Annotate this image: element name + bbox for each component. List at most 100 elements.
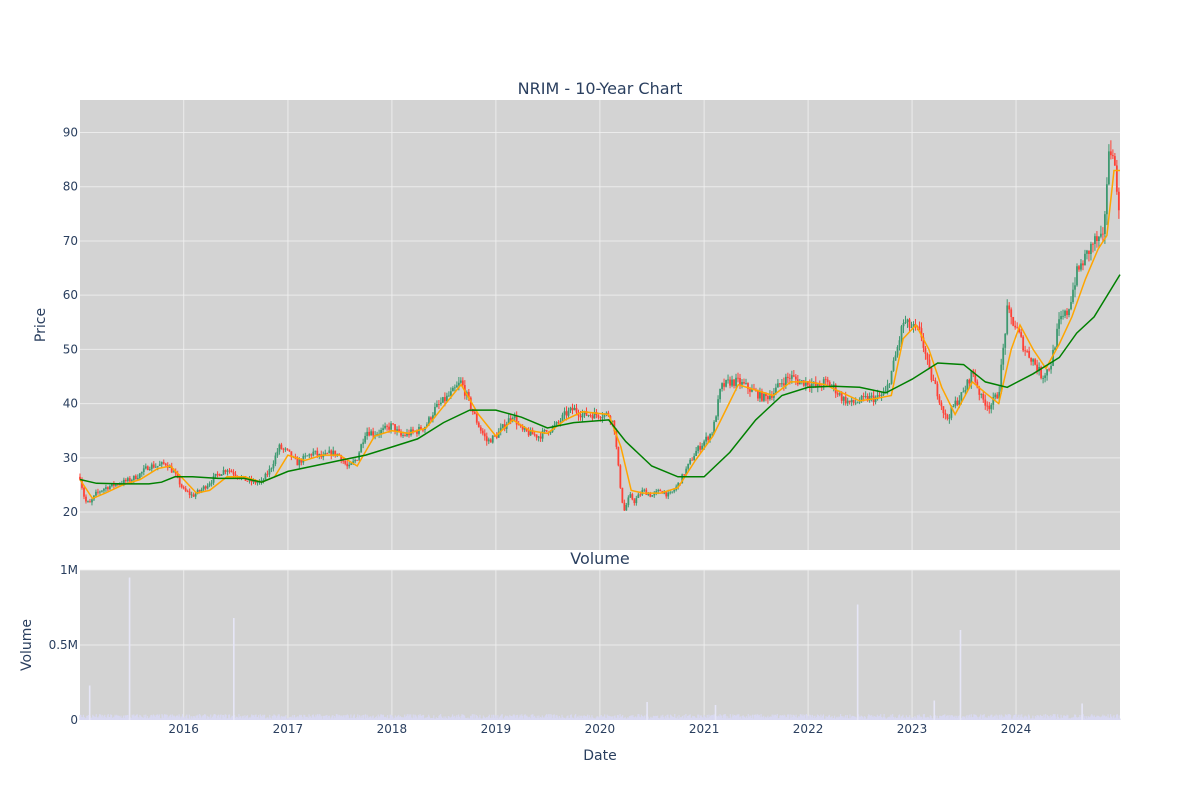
- volume-bar: [626, 718, 628, 720]
- volume-bar: [679, 718, 681, 720]
- volume-bar: [932, 718, 934, 720]
- candle-body: [842, 396, 845, 401]
- volume-bar: [876, 714, 878, 720]
- candle-body: [1048, 369, 1050, 371]
- volume-bar: [753, 714, 755, 720]
- volume-bar: [97, 717, 99, 720]
- volume-bar: [459, 718, 461, 720]
- volume-bar: [570, 714, 572, 720]
- volume-bar: [375, 716, 378, 720]
- volume-bar: [157, 714, 159, 720]
- volume-bar: [424, 717, 426, 720]
- candle-body: [290, 451, 293, 458]
- volume-bar: [318, 714, 320, 720]
- volume-bar: [535, 718, 537, 720]
- volume-bar: [622, 715, 624, 720]
- volume-bar: [334, 717, 337, 720]
- volume-bar: [632, 714, 634, 720]
- volume-bar: [1048, 716, 1050, 720]
- volume-bar: [402, 717, 404, 720]
- volume-bar: [805, 714, 807, 720]
- volume-bar: [921, 718, 924, 720]
- volume-bar: [317, 716, 320, 720]
- candle-body: [1113, 156, 1116, 166]
- volume-bar: [827, 715, 830, 720]
- volume-bar: [487, 716, 490, 720]
- candle-body: [1018, 328, 1021, 333]
- volume-bar: [291, 717, 293, 720]
- volume-bar: [1006, 716, 1008, 720]
- volume-bar: [289, 717, 291, 720]
- volume-bar: [357, 714, 359, 720]
- volume-bar: [138, 718, 140, 720]
- volume-bar: [499, 715, 502, 720]
- volume-bar: [945, 715, 948, 720]
- candle-body: [824, 379, 827, 381]
- volume-bar: [953, 716, 955, 720]
- volume-bar: [887, 717, 890, 720]
- volume-bar: [310, 716, 312, 720]
- candle-body: [727, 379, 729, 381]
- volume-bar: [493, 717, 496, 720]
- candle-body: [445, 395, 448, 402]
- volume-bar: [186, 714, 188, 720]
- volume-bar: [983, 714, 985, 720]
- volume-bar: [758, 714, 760, 720]
- volume-bar: [648, 718, 650, 720]
- volume-bar: [828, 714, 831, 720]
- volume-bar: [354, 717, 356, 720]
- volume-bar: [267, 717, 269, 720]
- volume-bar: [881, 718, 884, 720]
- volume-bar: [724, 714, 726, 720]
- volume-bar: [346, 714, 349, 720]
- volume-bar: [93, 715, 95, 720]
- volume-bar: [843, 716, 845, 720]
- volume-bar: [846, 715, 848, 720]
- volume-bar: [234, 718, 237, 720]
- volume-bar: [1034, 716, 1036, 720]
- volume-bar: [84, 718, 86, 720]
- volume-y-tick-label: 1M: [60, 563, 78, 577]
- volume-bar: [457, 717, 459, 720]
- candle-body: [208, 483, 211, 486]
- volume-bar: [449, 717, 451, 720]
- volume-bar: [314, 717, 316, 720]
- volume-bar: [463, 715, 466, 720]
- volume-bar: [404, 717, 407, 720]
- candle-body: [485, 436, 488, 442]
- volume-bar: [787, 714, 790, 720]
- volume-bar: [251, 714, 253, 720]
- volume-bar-spike: [1081, 703, 1083, 720]
- volume-bar: [1091, 714, 1093, 720]
- volume-bar: [817, 715, 819, 720]
- volume-bar: [526, 715, 528, 720]
- volume-bar: [763, 718, 766, 720]
- volume-bar: [946, 715, 948, 720]
- volume-bar: [178, 714, 180, 720]
- candle-body: [160, 462, 163, 465]
- volume-bar: [851, 716, 853, 720]
- candle-body: [1012, 317, 1015, 326]
- candle-body: [1064, 310, 1066, 316]
- candle-body: [553, 424, 556, 427]
- volume-bar: [990, 714, 992, 720]
- volume-bar: [221, 718, 223, 720]
- volume-bar: [938, 718, 940, 720]
- volume-bar: [792, 714, 795, 720]
- volume-bar: [268, 718, 270, 720]
- volume-y-tick-label: 0.5M: [49, 638, 78, 652]
- volume-bar: [239, 716, 241, 720]
- volume-bar: [234, 715, 236, 720]
- volume-bar: [327, 717, 329, 720]
- candle-body: [649, 493, 652, 497]
- volume-bar: [1008, 714, 1010, 720]
- volume-bar: [884, 717, 886, 720]
- candle-body: [111, 483, 113, 487]
- volume-bar: [572, 717, 574, 720]
- volume-bar: [1060, 714, 1062, 720]
- volume-bar: [908, 716, 910, 720]
- volume-bar: [834, 718, 837, 720]
- volume-bar: [1027, 718, 1029, 720]
- volume-bar: [678, 715, 680, 720]
- candle-body: [260, 480, 263, 482]
